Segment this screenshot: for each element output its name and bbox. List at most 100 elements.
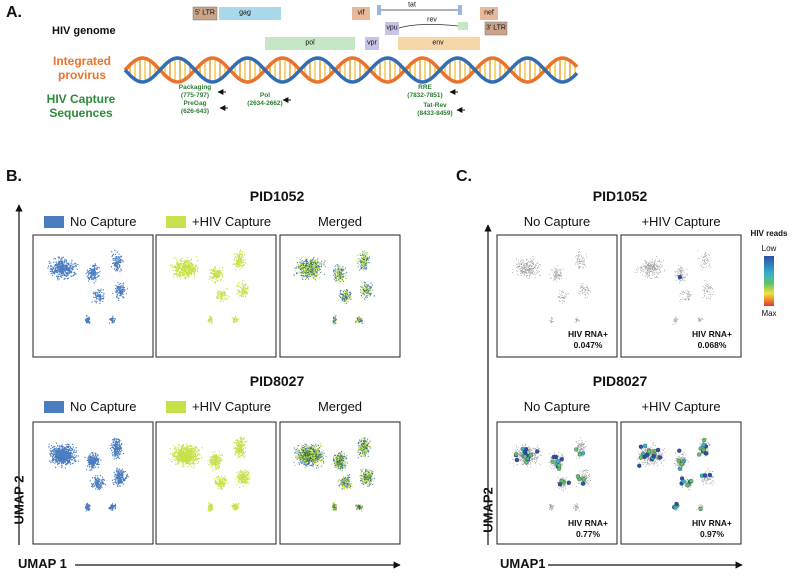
helix <box>123 56 579 84</box>
gene-box <box>365 37 379 50</box>
stat: HIV RNA+ 0.068% <box>692 329 732 351</box>
hiv-cell <box>655 447 661 453</box>
capture-site: PreGag (626-643) <box>181 100 209 116</box>
row-label: HIV genome <box>52 25 116 37</box>
legend-swatch <box>166 401 186 413</box>
cell-points <box>169 436 251 512</box>
hiv-cell <box>647 449 652 454</box>
scale-low: Low <box>761 244 777 253</box>
gene-box <box>377 5 381 15</box>
umap-plots <box>32 234 742 545</box>
hiv-cell <box>514 452 519 457</box>
hiv-cell <box>697 452 702 457</box>
sample-title: PID8027 <box>592 373 648 389</box>
hiv-cell <box>557 482 563 487</box>
capture-range: (2634-2662) <box>247 100 283 107</box>
hiv-cell <box>702 473 708 478</box>
column-label: Merged <box>317 214 363 229</box>
gene-box <box>219 7 281 20</box>
plot-frame <box>496 421 618 545</box>
gene-label: 3' LTR <box>486 24 506 32</box>
cell-points <box>169 249 249 325</box>
panel-label: B. <box>6 168 22 185</box>
legend-swatch <box>44 401 64 413</box>
legend-label: No Capture <box>70 399 137 414</box>
capture-name: Tat-Rev <box>423 102 447 109</box>
gene-label: vpu <box>386 24 398 32</box>
cell-points <box>47 249 129 325</box>
hiv-cell <box>551 454 556 460</box>
cell-points <box>296 252 374 324</box>
capture-range: (7832-7851) <box>407 92 443 99</box>
stat-label: HIV RNA+ <box>568 329 608 339</box>
stat: HIV RNA+ 0.047% <box>568 329 608 351</box>
hiv-cell <box>559 478 564 483</box>
capture-name: Packaging <box>178 84 212 91</box>
x-axis-label: UMAP 1 <box>18 556 67 571</box>
panel-label: C. <box>456 168 472 185</box>
hiv-cell <box>681 479 686 484</box>
hiv-cell <box>555 459 561 464</box>
capture-site: Packaging (775-797) <box>179 84 212 100</box>
gene-box <box>458 22 468 30</box>
gene-box <box>385 22 399 35</box>
capture-site: RRE (7832-7851) <box>407 84 442 100</box>
hiv-cell <box>651 453 656 459</box>
hiv-cell <box>581 477 586 482</box>
plot-frame <box>155 234 277 358</box>
gene-box <box>398 37 480 50</box>
sample-title: PID8027 <box>249 373 305 389</box>
hiv-cell <box>637 463 642 468</box>
helix-strand <box>123 56 579 84</box>
stat: HIV RNA+ 0.77% <box>568 518 608 540</box>
umap-plot <box>620 421 742 545</box>
capture-site: Tat-Rev (8433-8459) <box>417 102 452 118</box>
cell-points <box>512 249 591 324</box>
hiv-cell <box>566 480 571 485</box>
column-label: +HIV Capture <box>641 399 721 414</box>
gene-label: 5' LTR <box>195 9 215 17</box>
hiv-cell <box>707 472 713 478</box>
hiv-cell <box>580 481 586 486</box>
hiv-cell <box>701 447 706 453</box>
y-axis-label: UMAP2 <box>480 487 496 533</box>
column-label: No Capture <box>523 399 591 414</box>
hiv-cell <box>638 455 644 460</box>
stat-label: HIV RNA+ <box>568 518 608 528</box>
legend-label: No Capture <box>70 214 137 229</box>
capture-arrows <box>217 89 465 113</box>
gene-box <box>265 37 355 50</box>
row-label: Integrated provirus <box>52 54 111 82</box>
cell-points <box>294 438 374 510</box>
plot-frame <box>496 234 618 358</box>
hiv-cell <box>673 505 678 510</box>
scale-high: Max <box>761 309 777 318</box>
capture-range: (8433-8459) <box>417 110 453 117</box>
hiv-cell <box>698 506 703 512</box>
helix-strand <box>123 56 579 84</box>
legend-label: +HIV Capture <box>192 214 272 229</box>
umap-plot <box>496 234 618 358</box>
hiv-cell <box>520 446 525 452</box>
stat-value: 0.068% <box>697 340 727 350</box>
sample-title: PID1052 <box>592 188 648 204</box>
gene-label: vpr <box>367 39 377 47</box>
hiv-cell <box>685 482 690 488</box>
hiv-cell <box>574 447 579 452</box>
gene-label: env <box>432 39 444 47</box>
umap-plot <box>155 421 277 545</box>
y-axis-label: UMAP 2 <box>11 475 27 525</box>
stat-value: 0.047% <box>573 340 603 350</box>
gene-label: gag <box>239 9 251 17</box>
umap-plot <box>496 421 618 545</box>
gene-box <box>480 7 498 20</box>
hiv-cell <box>644 452 650 458</box>
hiv-cell <box>642 443 648 448</box>
scale-title: HIV reads <box>750 229 788 238</box>
cell-points <box>635 250 714 325</box>
gene-box <box>192 6 218 21</box>
stat-value: 0.97% <box>699 529 725 539</box>
hiv-cell <box>679 461 685 467</box>
column-label: Merged <box>317 399 363 414</box>
